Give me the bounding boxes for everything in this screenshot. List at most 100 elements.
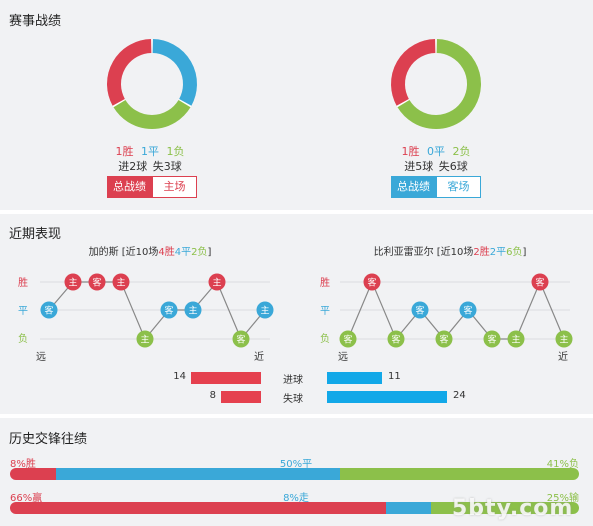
right-goals-scored: 进5球 <box>404 160 434 173</box>
h2h-bar1-draw-text: 50%平 <box>279 459 313 470</box>
h2h-result-segment-mid <box>55 468 341 480</box>
left-goal-stats: 进2球 失3球 <box>70 158 230 174</box>
goals-right-bar <box>327 372 382 384</box>
left-form-point[interactable] <box>64 273 82 291</box>
left-goals-scored: 进2球 <box>118 160 148 173</box>
h2h-result-segment-win <box>10 468 56 480</box>
right-axis-draw-label: 平 <box>320 306 330 317</box>
right-form-point[interactable] <box>483 330 501 348</box>
h2h-bar1-loss-text: 41%负 <box>546 459 579 470</box>
left-form-venue-label: 主 <box>188 305 197 317</box>
left-tab-overall[interactable]: 总战绩 <box>107 176 152 198</box>
right-form-point[interactable] <box>555 330 573 348</box>
right-form-point[interactable] <box>411 301 429 319</box>
right-form-point[interactable] <box>507 330 525 348</box>
left-donut-slice-draw <box>152 39 197 106</box>
left-form-venue-label: 主 <box>116 277 125 289</box>
left-near-label: 近 <box>254 350 264 363</box>
left-donut-slice-win <box>107 39 152 106</box>
left-tab-home[interactable]: 主场 <box>152 176 197 198</box>
right-donut-slice-win <box>391 39 436 106</box>
right-near-label: 近 <box>558 350 568 363</box>
right-donut-chart <box>391 39 481 129</box>
left-form-point[interactable] <box>40 301 58 319</box>
section-title-record: 赛事战绩 <box>9 14 62 29</box>
right-tab-overall[interactable]: 总战绩 <box>391 176 436 198</box>
left-form-point[interactable] <box>208 273 226 291</box>
h2h-bar2-loss-text: 25%输 <box>546 493 579 504</box>
right-form-venue-label: 客 <box>487 334 496 346</box>
left-axis-loss-label: 负 <box>18 332 28 345</box>
goals-right-value: 11 <box>388 371 401 382</box>
left-form-point[interactable] <box>160 301 178 319</box>
right-summary-draw: 2平 <box>489 247 507 258</box>
right-form-point[interactable] <box>531 273 549 291</box>
right-form-venue-label: 客 <box>535 277 544 289</box>
left-donut-chart <box>107 39 197 129</box>
right-donut-slice-loss <box>397 39 481 129</box>
h2h-bar2-push-text: 8%走 <box>283 493 309 504</box>
h2h-handicap-bar <box>10 502 579 514</box>
right-team-name: 比利亚雷亚尔 <box>373 247 434 258</box>
recent-panel: 近期表现 加的斯 [近10场4胜4平2负] 比利亚雷亚尔 [近10场2胜2平6负… <box>0 214 593 414</box>
right-axis-loss-label: 负 <box>320 332 330 345</box>
left-summary-win: 4胜 <box>158 247 175 258</box>
left-form-point[interactable] <box>136 330 154 348</box>
right-record-stats: 1胜 0平 2负 <box>356 143 516 159</box>
right-draw-count: 0平 <box>427 145 445 158</box>
right-form-venue-label: 客 <box>415 305 424 317</box>
conceded-right-bar <box>327 391 447 403</box>
left-form-venue-label: 主 <box>212 277 221 289</box>
right-form-point[interactable] <box>339 330 357 348</box>
right-form-point[interactable] <box>387 330 405 348</box>
right-summary-prefix: [近10场 <box>433 247 474 258</box>
left-form-venue-label: 主 <box>68 277 77 289</box>
section-title-recent: 近期表现 <box>9 227 62 242</box>
left-form-point[interactable] <box>232 330 250 348</box>
left-form-venue-label: 客 <box>92 277 101 289</box>
right-form-line <box>347 280 565 341</box>
h2h-bar1-win-text: 8%胜 <box>10 459 36 470</box>
left-form-point[interactable] <box>88 273 106 291</box>
conceded-right-value: 24 <box>453 390 466 401</box>
left-form-point[interactable] <box>112 273 130 291</box>
goals-left-value: 14 <box>173 371 186 382</box>
right-form-point[interactable] <box>459 301 477 319</box>
right-form-venue-label: 客 <box>391 334 400 346</box>
left-summary-prefix: [近10场 <box>118 247 159 258</box>
h2h-handicap-segment-mid <box>385 502 432 514</box>
right-goals-conceded: 失6球 <box>438 160 468 173</box>
right-summary-win: 2胜 <box>473 247 490 258</box>
right-win-count: 1胜 <box>401 145 420 158</box>
right-loss-count: 2负 <box>452 145 471 158</box>
right-form-venue-label: 客 <box>463 305 472 317</box>
left-form-venue-label: 主 <box>140 334 149 346</box>
right-recent-summary: 比利亚雷亚尔 [近10场2胜2平6负] <box>370 243 530 258</box>
h2h-result-bar <box>10 468 579 480</box>
right-goal-stats: 进5球 失6球 <box>356 158 516 174</box>
left-donut-slice-loss <box>113 99 191 129</box>
right-form-venue-label: 主 <box>511 334 520 346</box>
left-summary-suffix: ] <box>207 247 212 258</box>
left-form-venue-label: 主 <box>260 305 269 317</box>
left-form-venue-label: 客 <box>164 305 173 317</box>
h2h-bar2-win-text: 66%赢 <box>10 493 43 504</box>
left-form-point[interactable] <box>184 301 202 319</box>
left-draw-count: 1平 <box>141 145 159 158</box>
h2h-result-segment-loss <box>340 468 579 480</box>
left-axis-win-label: 胜 <box>18 277 28 289</box>
left-form-chart: 胜 平 负 客主客主主客 主主客主 远 近 <box>18 273 274 363</box>
right-tab-away[interactable]: 客场 <box>436 176 481 198</box>
left-form-venue-label: 客 <box>236 334 245 346</box>
left-form-venue-label: 客 <box>44 305 53 317</box>
left-summary-draw: 4平 <box>174 247 192 258</box>
right-form-point[interactable] <box>363 273 381 291</box>
right-form-venue-label: 主 <box>559 334 568 346</box>
right-form-point[interactable] <box>435 330 453 348</box>
right-form-venue-label: 客 <box>343 334 352 346</box>
goals-label: 进球 <box>283 375 303 386</box>
h2h-panel: 历史交锋往绩 8%胜 50%平 41%负 66%赢 8%走 25%输 5bty.… <box>0 418 593 526</box>
conceded-left-value: 8 <box>209 390 216 401</box>
right-axis-win-label: 胜 <box>320 277 330 289</box>
left-form-point[interactable] <box>256 301 274 319</box>
